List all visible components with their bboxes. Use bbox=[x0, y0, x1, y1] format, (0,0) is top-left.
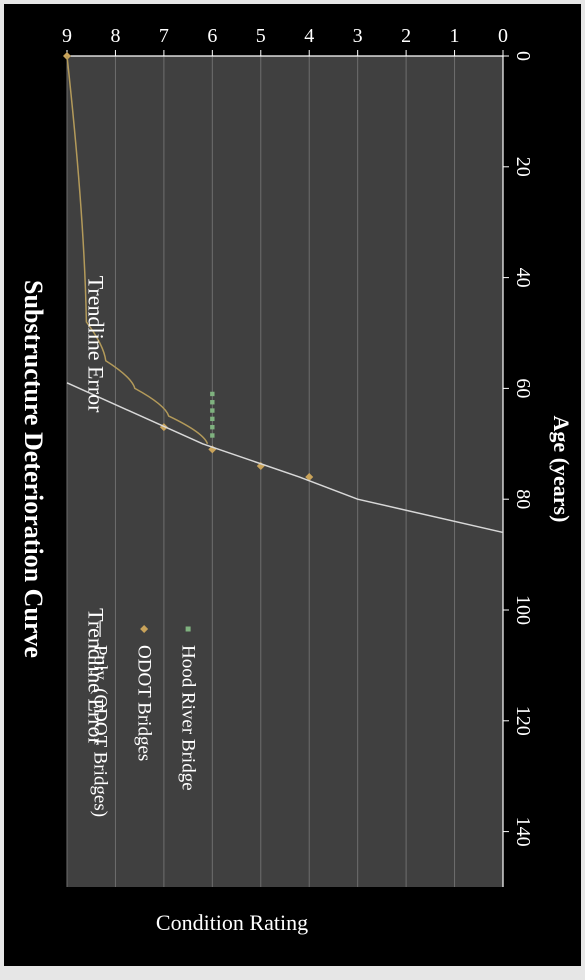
y-tick-label: 2 bbox=[401, 25, 411, 47]
y-tick-label-group: 3 bbox=[353, 25, 363, 47]
data-point-hood-river bbox=[210, 400, 215, 405]
x-tick-label: 100 bbox=[512, 595, 534, 625]
legend-label: ODOT Bridges bbox=[134, 645, 155, 761]
data-point-hood-river bbox=[210, 416, 215, 422]
y-tick-label: 1 bbox=[450, 25, 460, 47]
axes: 0 20 40 60 80 100 120 140 0 1 2 3 4 5 6 7 8 9 bbox=[62, 25, 534, 887]
series-layer bbox=[63, 52, 504, 534]
series-line bbox=[66, 382, 504, 534]
y-tick-label-group: 7 bbox=[159, 25, 169, 47]
y-axis-label: Condition Rating bbox=[156, 910, 308, 935]
annotation-trendline-error: Trendline Error bbox=[84, 608, 109, 745]
y-tick-label-group: 1 bbox=[450, 25, 460, 47]
annotations: Trendline Error Trendline Error bbox=[84, 276, 109, 746]
y-tick-label-group: 0 bbox=[498, 25, 508, 47]
x-tick-label: 20 bbox=[512, 157, 534, 177]
y-tick-label-group: 5 bbox=[256, 25, 266, 47]
data-point-odot bbox=[256, 461, 265, 470]
legend: Hood River Bridge ODOT Bridges Poly. (ODOT… bbox=[90, 621, 199, 817]
data-point-hood-river bbox=[210, 391, 215, 397]
legend-marker-odot bbox=[140, 625, 149, 633]
y-tick-label: 8 bbox=[110, 25, 120, 47]
y-tick-label: 7 bbox=[159, 25, 169, 47]
y-tick-label: 3 bbox=[353, 25, 363, 47]
y-tick-label-group: 4 bbox=[304, 25, 314, 47]
data-point-odot bbox=[305, 473, 314, 482]
data-point-hood-river bbox=[210, 424, 215, 430]
labels-layer: Substructure Deterioration Curve Age (ye… bbox=[19, 280, 574, 935]
x-tick-label: 60 bbox=[512, 378, 534, 398]
y-tick-label: 5 bbox=[256, 25, 266, 47]
x-tick-label: 140 bbox=[512, 817, 534, 847]
y-tick-label-group: 6 bbox=[207, 25, 217, 47]
x-axis-label: Age (years) bbox=[549, 416, 574, 523]
x-tick-label: 120 bbox=[512, 706, 534, 736]
legend-marker-hood-river bbox=[185, 626, 191, 632]
legend-label: Hood River Bridge bbox=[178, 645, 199, 791]
legend-label: Poly. (ODOT Bridges) bbox=[90, 645, 111, 817]
annotation-trendline-error: Trendline Error bbox=[84, 276, 109, 413]
y-tick-label-group: 9 bbox=[62, 25, 72, 47]
chart-title: Substructure Deterioration Curve bbox=[19, 280, 48, 658]
x-tick-label: 40 bbox=[512, 268, 534, 288]
y-tick-label-group: 2 bbox=[401, 25, 411, 47]
data-point-hood-river bbox=[210, 408, 215, 413]
y-tick-label: 6 bbox=[207, 25, 217, 47]
y-tick-label: 4 bbox=[304, 25, 314, 47]
series-line bbox=[66, 55, 209, 445]
x-tick-label: 80 bbox=[512, 489, 534, 509]
y-tick-label: 9 bbox=[62, 25, 72, 47]
y-tick-label: 0 bbox=[498, 25, 508, 47]
rotated-chart: 0 20 40 60 80 100 120 140 0 1 2 3 4 5 6 7 8 9 Substructur… bbox=[19, 25, 574, 935]
gridlines bbox=[66, 56, 456, 887]
x-tick-label: 0 bbox=[512, 51, 534, 61]
y-tick-label-group: 8 bbox=[110, 25, 120, 47]
data-point-hood-river bbox=[210, 433, 215, 438]
